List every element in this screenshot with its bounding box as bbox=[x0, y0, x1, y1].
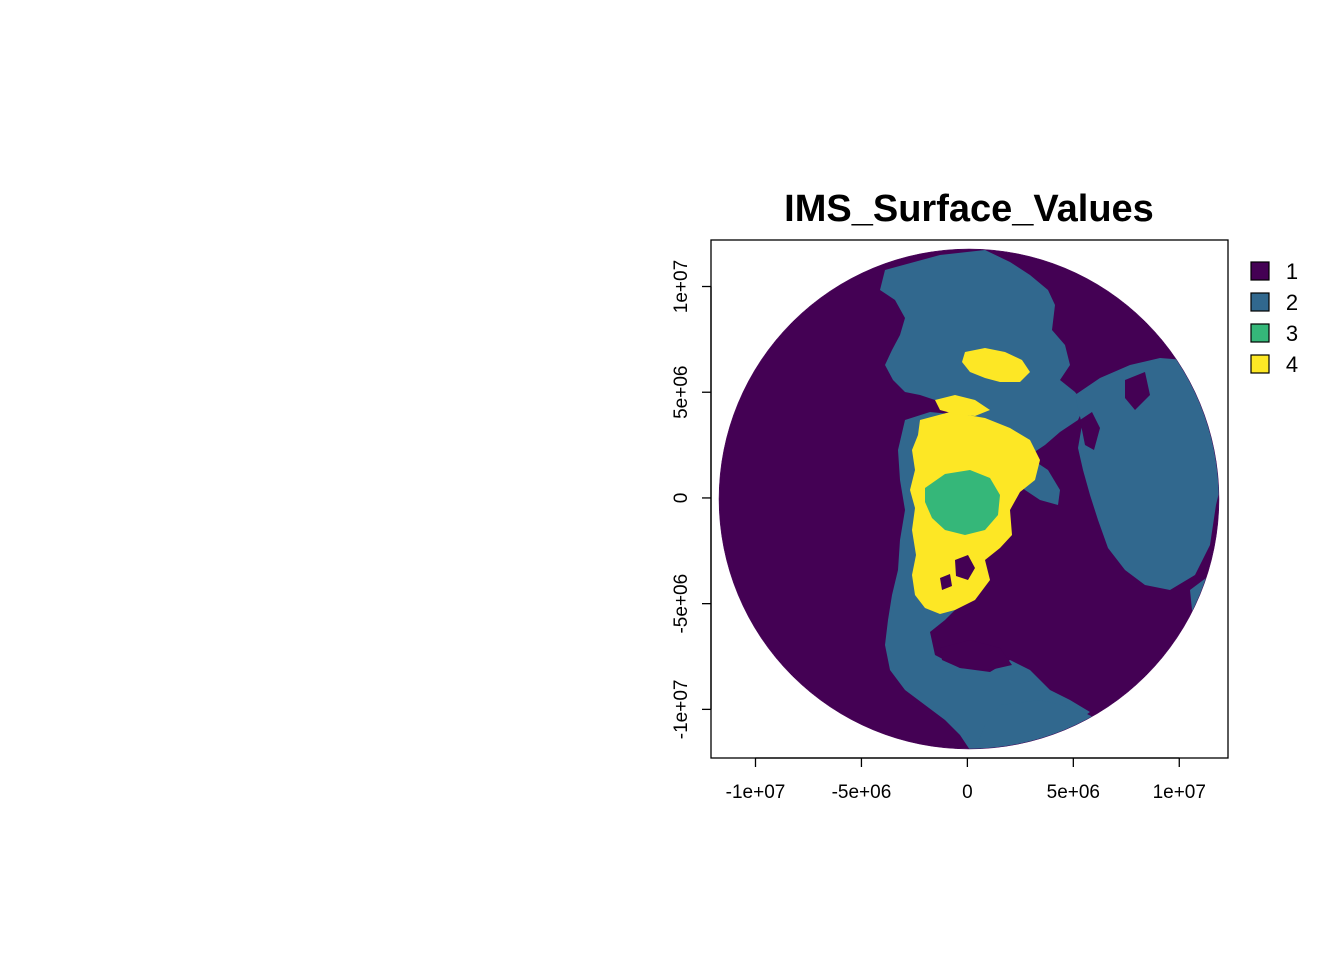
legend-swatch bbox=[1250, 354, 1270, 374]
y-tick-label: -1e+07 bbox=[671, 680, 692, 740]
x-tick-label: -1e+07 bbox=[726, 782, 786, 803]
x-tick-label: 0 bbox=[962, 782, 973, 803]
x-tick-label: 1e+07 bbox=[1153, 782, 1206, 803]
snow-europe bbox=[962, 348, 1030, 382]
y-tick-label: 5e+06 bbox=[671, 366, 692, 419]
legend-swatch bbox=[1250, 292, 1270, 312]
legend-swatch bbox=[1250, 261, 1270, 281]
water-lakes bbox=[940, 574, 952, 590]
snow-arctic-patches bbox=[935, 395, 990, 416]
legend-label: 3 bbox=[1286, 321, 1298, 346]
water-east-seas bbox=[1125, 372, 1150, 410]
legend: 1 2 3 4 bbox=[1250, 259, 1298, 377]
y-tick-label: 0 bbox=[671, 493, 692, 504]
map-disk-outline bbox=[718, 248, 1220, 750]
water-gulf bbox=[940, 640, 1012, 670]
y-axis: -1e+07 -5e+06 0 5e+06 1e+07 bbox=[671, 260, 712, 740]
x-tick-label: 5e+06 bbox=[1047, 782, 1100, 803]
y-tick-label: -5e+06 bbox=[671, 574, 692, 634]
water-inland-seas bbox=[1080, 412, 1100, 450]
legend-label: 1 bbox=[1286, 259, 1298, 284]
legend-label: 2 bbox=[1286, 290, 1298, 315]
sea-ice bbox=[925, 470, 1000, 535]
x-axis: -1e+07 -5e+06 0 5e+06 1e+07 bbox=[726, 757, 1206, 803]
legend-label: 4 bbox=[1286, 352, 1298, 377]
x-tick-label: -5e+06 bbox=[832, 782, 892, 803]
land-asia-east bbox=[1075, 358, 1219, 590]
legend-swatch bbox=[1250, 323, 1270, 343]
map-title: IMS_Surface_Values bbox=[784, 188, 1154, 230]
y-tick-label: 1e+07 bbox=[671, 260, 692, 313]
water-hudson-bay bbox=[955, 555, 975, 580]
